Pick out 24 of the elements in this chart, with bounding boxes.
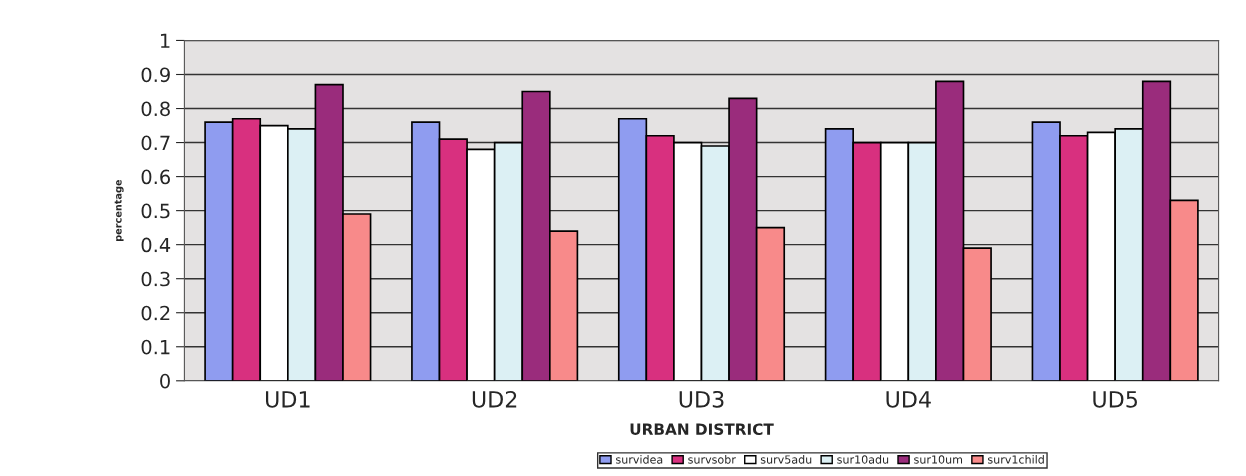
y-tick-label: 0.1: [141, 339, 170, 355]
x-tick-label: UD5: [1093, 391, 1137, 408]
y-tick-label: 0.6: [141, 169, 170, 185]
x-tick-label: UD3: [679, 390, 724, 408]
y-tick-label: 0.9: [141, 67, 170, 83]
x-tick-label: UD4: [886, 391, 931, 408]
x-axis-title: URBAN DISTRICT: [630, 423, 774, 435]
legend-label: survidea: [616, 455, 663, 464]
y-tick-label: 0.2: [141, 305, 170, 321]
y-axis-title: percentage: [114, 179, 124, 242]
legend-label: survsobr: [688, 455, 736, 464]
legend-label: sur10adu: [837, 455, 889, 464]
legend-label: surv5adu: [760, 455, 812, 464]
y-tick-label: 0.7: [141, 135, 170, 151]
y-tick-label: 0: [160, 373, 170, 389]
y-tick-label: 1: [160, 33, 170, 48]
x-tick-label: UD1: [266, 391, 310, 408]
y-tick-label: 0.3: [141, 271, 170, 287]
legend-label: sur10um: [914, 455, 963, 464]
y-tick-label: 0.4: [141, 237, 171, 253]
x-tick-label: UD2: [472, 390, 517, 408]
y-tick-label: 0.5: [141, 203, 170, 219]
y-tick-label: 0.8: [141, 101, 170, 117]
legend-label: surv1child: [988, 455, 1044, 464]
